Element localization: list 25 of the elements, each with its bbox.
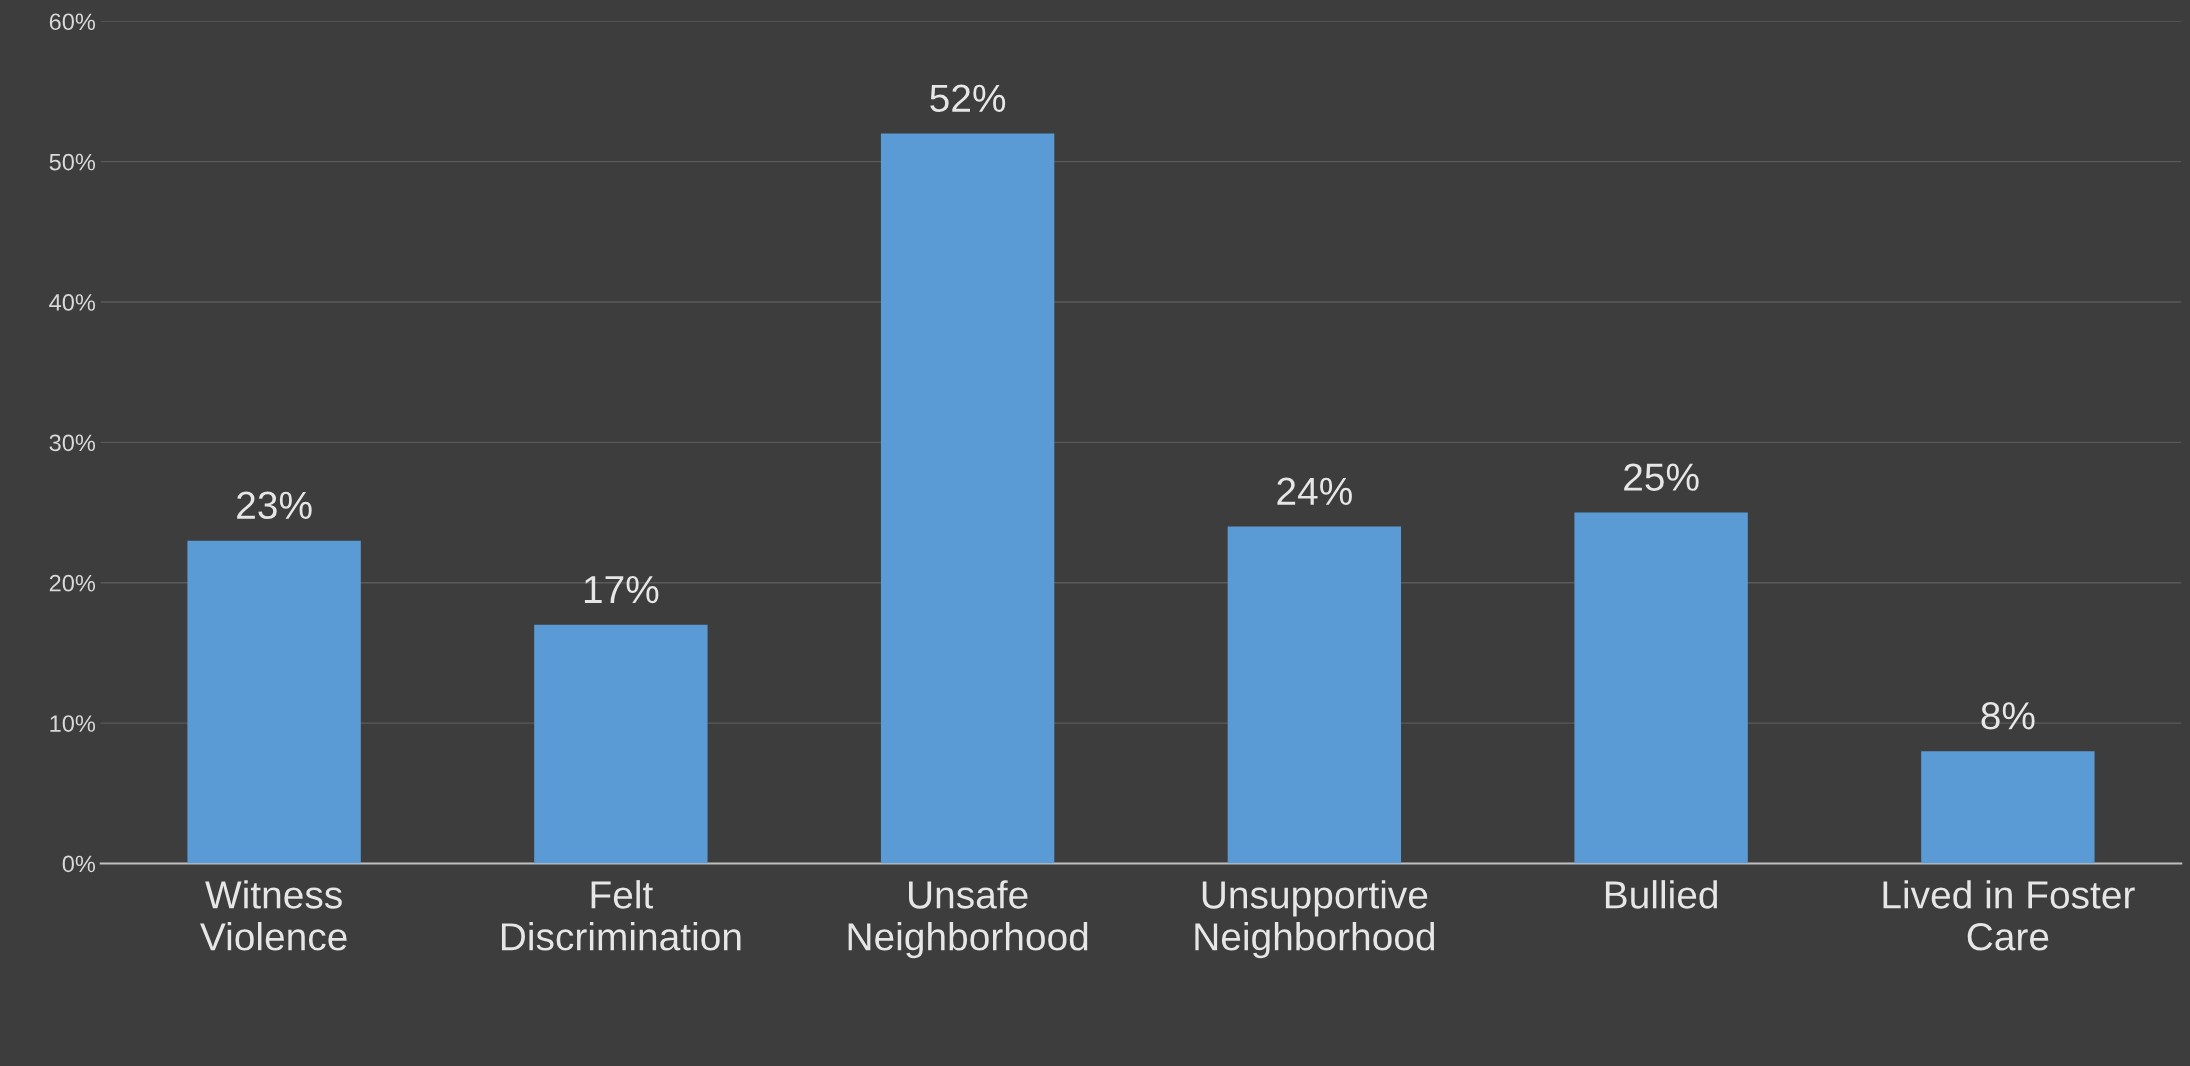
data-label: 52%	[930, 84, 1006, 113]
data-label: 24%	[1277, 477, 1352, 505]
y-tick-label: 20%	[49, 574, 96, 592]
bar	[534, 624, 708, 864]
y-tick-label: 10%	[50, 715, 96, 732]
bar	[187, 540, 361, 864]
x-tick-label: Witness Violence	[200, 880, 347, 951]
x-tick-label: Felt Discrimination	[501, 880, 741, 951]
y-tick-label: 60%	[49, 13, 96, 31]
x-tick-label: Unsupportive Neighborhood	[1195, 880, 1435, 959]
bar	[1227, 526, 1402, 864]
y-tick-label: 40%	[49, 294, 96, 311]
bar	[1921, 751, 2095, 864]
bar	[880, 133, 1055, 864]
y-tick-label: 30%	[49, 434, 96, 452]
y-tick-label: 50%	[49, 153, 96, 171]
data-label: 25%	[1624, 463, 1699, 491]
x-tick-label: Lived in Foster Care	[1883, 880, 2135, 951]
bar	[1574, 512, 1748, 864]
data-label: 17%	[584, 575, 659, 604]
x-tick-label: Bullied	[1605, 880, 1717, 909]
y-tick-label: 0%	[62, 855, 96, 873]
x-tick-label: Unsafe Neighborhood	[848, 880, 1088, 959]
data-label: 23%	[237, 491, 312, 520]
data-label: 8%	[1981, 702, 2035, 730]
